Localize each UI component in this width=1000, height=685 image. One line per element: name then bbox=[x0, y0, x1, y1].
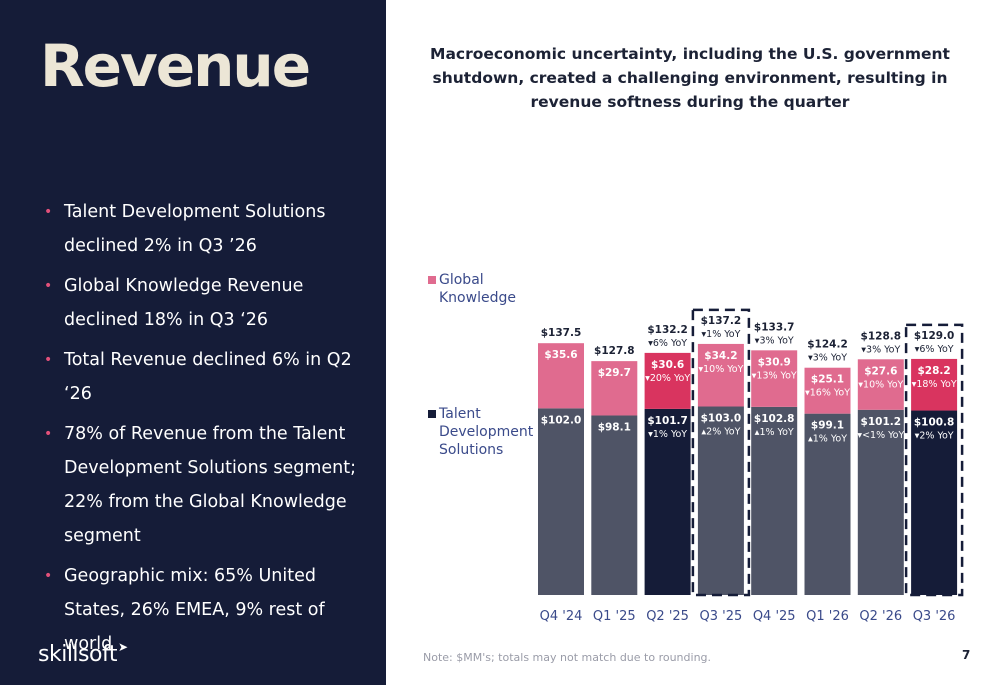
bullet-item: • 78% of Revenue from the Talent Developm… bbox=[44, 417, 374, 553]
total-yoy-label: ▾6% YoY bbox=[915, 344, 954, 355]
tds-bar bbox=[697, 406, 744, 595]
tds-yoy-label: ▾1% YoY bbox=[648, 429, 687, 440]
tds-bar bbox=[911, 410, 958, 595]
tds-yoy-label: ▾<1% YoY bbox=[857, 430, 904, 441]
gk-bar bbox=[857, 359, 904, 410]
bullet-dot-icon: • bbox=[44, 426, 53, 442]
x-tick-label: Q4 '25 bbox=[753, 609, 796, 624]
footnote: Note: $MM's; totals may not match due to… bbox=[423, 651, 712, 664]
total-yoy-label: ▾3% YoY bbox=[861, 344, 900, 355]
logo-text: skillsoft bbox=[38, 642, 117, 667]
bullet-item: • Total Revenue declined 6% in Q2 ‘26 bbox=[44, 343, 374, 411]
total-yoy-label: ▾3% YoY bbox=[808, 353, 847, 364]
tds-value-label: $98.1 bbox=[598, 421, 631, 433]
tds-bar bbox=[644, 408, 691, 595]
bullet-item: • Geographic mix: 65% United States, 26% … bbox=[44, 559, 374, 661]
highlight-outline bbox=[691, 308, 751, 597]
legend-label-tds: Talent Development Solutions bbox=[439, 406, 534, 458]
tds-value-label: $102.8 bbox=[754, 413, 795, 425]
tds-value-label: $103.0 bbox=[701, 413, 742, 425]
skillsoft-logo: skillsoft➤ bbox=[38, 640, 128, 667]
gk-value-label: $34.2 bbox=[704, 350, 737, 362]
x-tick-label: Q2 '25 bbox=[646, 609, 689, 624]
tds-value-label: $99.1 bbox=[811, 420, 844, 432]
tds-yoy-label: ▴1% YoY bbox=[808, 434, 847, 445]
bullet-dot-icon: • bbox=[44, 352, 53, 368]
gk-bar bbox=[751, 350, 798, 407]
page-number: 7 bbox=[962, 648, 971, 662]
total-value-label: $132.2 bbox=[647, 324, 688, 336]
x-tick-label: Q1 '25 bbox=[593, 609, 636, 624]
highlight-outline bbox=[904, 323, 964, 597]
gk-bar bbox=[591, 361, 638, 416]
gk-value-label: $25.1 bbox=[811, 374, 844, 386]
gk-bar bbox=[644, 352, 691, 409]
gk-value-label: $28.2 bbox=[917, 365, 950, 377]
x-tick-label: Q2 '26 bbox=[859, 609, 902, 624]
x-tick-label: Q1 '26 bbox=[806, 609, 849, 624]
tds-yoy-label: ▴1% YoY bbox=[755, 427, 794, 438]
gk-value-label: $35.6 bbox=[544, 349, 577, 361]
chart-headline: Macroeconomic uncertainty, including the… bbox=[430, 45, 950, 111]
legend-swatch-gk bbox=[428, 276, 436, 284]
gk-bar bbox=[538, 343, 584, 409]
bullet-list: • Talent Development Solutions declined 2… bbox=[44, 195, 374, 667]
total-value-label: $127.8 bbox=[594, 345, 635, 357]
bullet-item: • Talent Development Solutions declined 2… bbox=[44, 195, 374, 263]
gk-yoy-label: ▾13% YoY bbox=[752, 370, 797, 381]
gk-yoy-label: ▾20% YoY bbox=[645, 373, 690, 384]
tds-value-label: $100.8 bbox=[914, 417, 955, 429]
gk-yoy-label: ▾10% YoY bbox=[698, 364, 743, 375]
total-value-label: $133.7 bbox=[754, 321, 795, 333]
bullet-text: 78% of Revenue from the Talent Developme… bbox=[64, 424, 356, 546]
x-tick-label: Q4 '24 bbox=[540, 609, 583, 624]
tds-value-label: $101.2 bbox=[861, 416, 902, 428]
sidebar-panel: Revenue • Talent Development Solutions de… bbox=[0, 0, 386, 685]
bullet-dot-icon: • bbox=[44, 204, 53, 220]
gk-bar bbox=[911, 358, 958, 411]
gk-value-label: $30.6 bbox=[651, 359, 684, 371]
tds-yoy-label: ▾2% YoY bbox=[915, 431, 954, 442]
gk-value-label: $30.9 bbox=[758, 356, 791, 368]
gk-value-label: $29.7 bbox=[598, 367, 631, 379]
bullet-text: Talent Development Solutions declined 2%… bbox=[64, 202, 326, 256]
legend-swatch-tds bbox=[428, 410, 436, 418]
x-tick-label: Q3 '25 bbox=[700, 609, 743, 624]
total-yoy-label: ▾1% YoY bbox=[701, 329, 740, 340]
legend-talent-development: Talent Development Solutions bbox=[428, 405, 534, 459]
tds-value-label: $102.0 bbox=[541, 414, 582, 426]
gk-yoy-label: ▾10% YoY bbox=[858, 379, 903, 390]
page-title: Revenue bbox=[40, 32, 311, 100]
tds-bar bbox=[591, 415, 638, 595]
total-yoy-label: ▾6% YoY bbox=[648, 338, 687, 349]
tds-bar bbox=[751, 406, 798, 595]
bullet-text: Total Revenue declined 6% in Q2 ‘26 bbox=[64, 350, 352, 404]
gk-yoy-label: ▾18% YoY bbox=[912, 379, 957, 390]
gk-yoy-label: ▾16% YoY bbox=[805, 388, 850, 399]
total-value-label: $128.8 bbox=[861, 330, 902, 342]
gk-value-label: $27.6 bbox=[864, 365, 897, 377]
legend-global-knowledge: Global Knowledge bbox=[428, 271, 519, 307]
legend-label-gk: Global Knowledge bbox=[439, 272, 516, 306]
total-value-label: $124.2 bbox=[807, 339, 848, 351]
tds-value-label: $101.7 bbox=[647, 415, 688, 427]
bullet-text: Global Knowledge Revenue declined 18% in… bbox=[64, 276, 304, 330]
total-value-label: $137.2 bbox=[701, 315, 742, 327]
tds-bar bbox=[857, 409, 904, 595]
bullet-item: • Global Knowledge Revenue declined 18% i… bbox=[44, 269, 374, 337]
tds-bar bbox=[804, 413, 851, 595]
total-yoy-label: ▾3% YoY bbox=[755, 335, 794, 346]
total-value-label: $129.0 bbox=[914, 330, 955, 342]
tds-yoy-label: ▴2% YoY bbox=[701, 427, 740, 438]
bullet-dot-icon: • bbox=[44, 568, 53, 584]
total-value-label: $137.5 bbox=[541, 327, 582, 339]
gk-bar bbox=[697, 343, 744, 407]
bullet-text: Geographic mix: 65% United States, 26% E… bbox=[64, 566, 325, 654]
bullet-dot-icon: • bbox=[44, 278, 53, 294]
logo-arrow-icon: ➤ bbox=[117, 640, 128, 654]
x-tick-label: Q3 '26 bbox=[913, 609, 956, 624]
gk-bar bbox=[804, 367, 851, 414]
tds-bar bbox=[538, 408, 584, 595]
